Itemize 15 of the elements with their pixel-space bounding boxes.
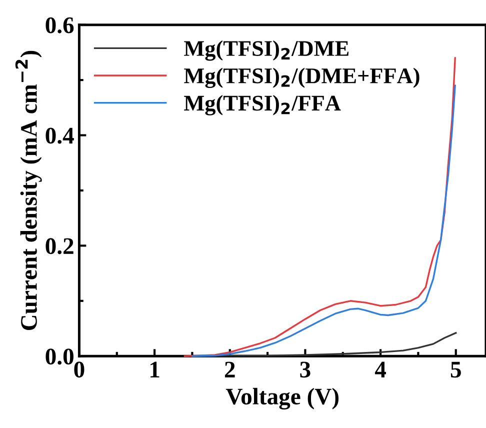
x-tick-label: 4 bbox=[374, 362, 386, 378]
x-tick-label: 2 bbox=[224, 362, 235, 378]
y-tick-label: 0.2 bbox=[46, 238, 74, 254]
legend-label: Mg(TFSI)$_{2}$/DME bbox=[184, 40, 348, 61]
x-tick-label: 0 bbox=[74, 362, 84, 378]
legend-label: Mg(TFSI)$_{2}$/(DME+FFA) bbox=[184, 68, 420, 88]
y-tick-label: 0.0 bbox=[46, 348, 74, 365]
legend-label: Mg(TFSI)$_{2}$/FFA bbox=[184, 95, 341, 116]
y-tick-label: 0.4 bbox=[46, 128, 74, 144]
x-axis-title: Voltage (V) bbox=[226, 388, 339, 410]
y-axis-title: Current density (mA cm$^{−2}$) bbox=[15, 50, 42, 330]
y-tick-label: 0.6 bbox=[46, 17, 74, 34]
x-tick-label: 3 bbox=[300, 362, 310, 378]
x-tick-label: 1 bbox=[150, 362, 160, 378]
x-tick-label: 5 bbox=[450, 362, 461, 378]
